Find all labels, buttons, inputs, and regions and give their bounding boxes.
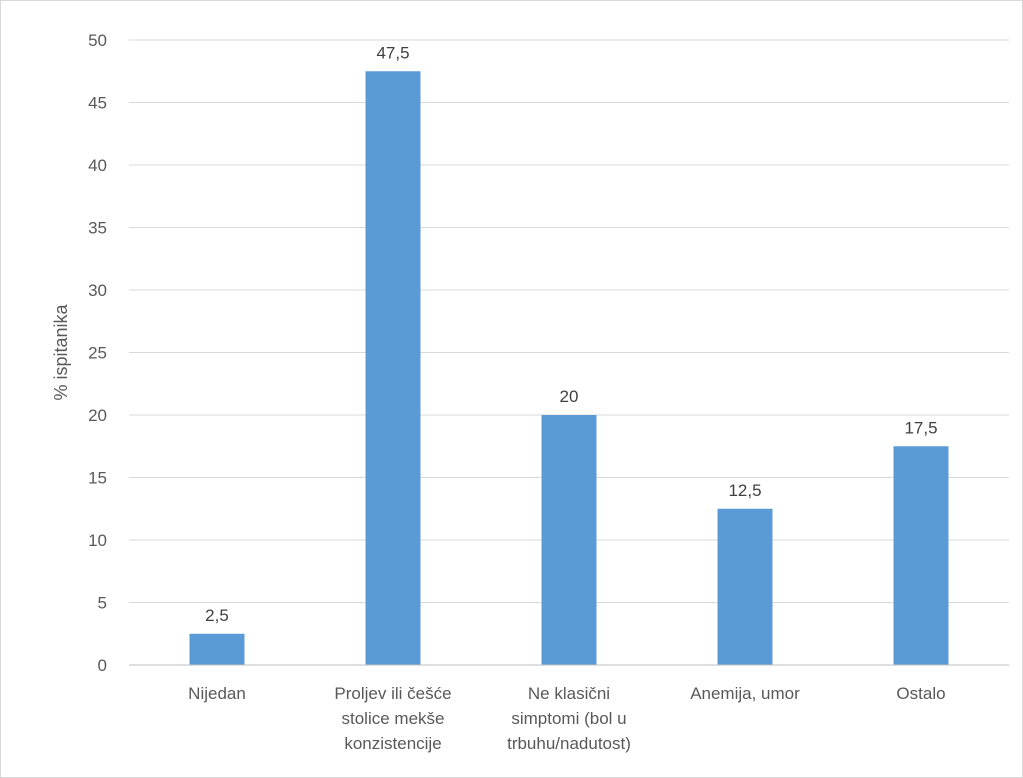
y-tick-label: 45 — [88, 94, 107, 113]
y-tick-label: 10 — [88, 531, 107, 550]
bar — [365, 71, 421, 665]
x-category-label: Ne klasični — [528, 684, 610, 703]
y-tick-labels: 0 5 10 15 20 25 30 35 40 45 50 — [88, 31, 107, 675]
x-category-labels: Nijedan Proljev ili češće stolice mekše kon… — [188, 684, 945, 753]
x-category-label: Anemija, umor — [690, 684, 800, 703]
data-label: 47,5 — [376, 43, 409, 62]
x-category-label: Nijedan — [188, 684, 246, 703]
y-tick-label: 5 — [98, 594, 107, 613]
x-category-label: simptomi (bol u — [511, 709, 626, 728]
data-label: 12,5 — [728, 481, 761, 500]
gridlines — [129, 39, 1009, 603]
y-tick-label: 40 — [88, 156, 107, 175]
bars — [189, 71, 949, 665]
y-tick-label: 25 — [88, 344, 107, 363]
data-label: 20 — [560, 387, 579, 406]
x-category-label: Proljev ili češće — [334, 684, 451, 703]
data-label: 2,5 — [205, 606, 229, 625]
x-category-label: trbuhu/nadutost) — [507, 734, 631, 753]
y-tick-label: 35 — [88, 219, 107, 238]
bar — [717, 508, 773, 665]
x-category-label: Ostalo — [896, 684, 945, 703]
data-labels: 2,5 47,5 20 12,5 17,5 — [205, 43, 937, 625]
bar — [189, 633, 245, 665]
y-tick-label: 0 — [98, 656, 107, 675]
y-tick-label: 15 — [88, 469, 107, 488]
y-tick-label: 50 — [88, 31, 107, 50]
x-category-label: stolice mekše — [342, 709, 445, 728]
bar — [541, 415, 597, 665]
x-category-label: konzistencije — [344, 734, 441, 753]
bar — [893, 446, 949, 665]
y-tick-label: 20 — [88, 406, 107, 425]
y-tick-label: 30 — [88, 281, 107, 300]
y-axis-title: % ispitanika — [51, 303, 71, 400]
data-label: 17,5 — [904, 418, 937, 437]
